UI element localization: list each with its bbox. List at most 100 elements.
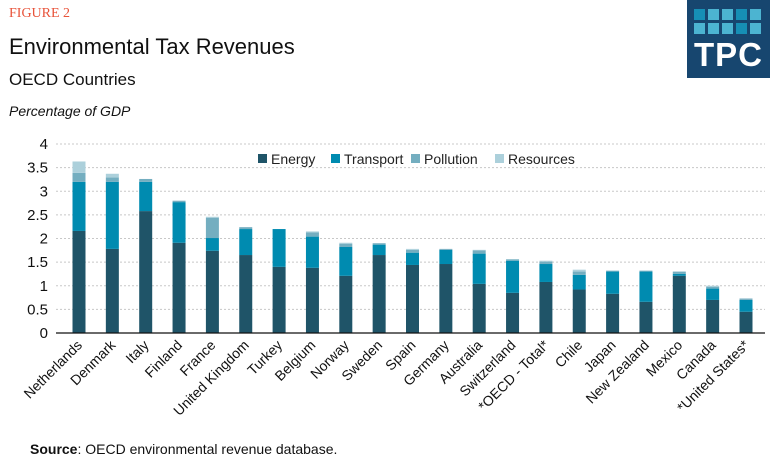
logo-square <box>736 9 747 20</box>
chart-subtitle: OECD Countries <box>9 70 136 89</box>
y-tick-label: 3 <box>40 183 48 200</box>
bar-segment-resources <box>539 260 553 262</box>
logo-square <box>722 23 733 34</box>
bar-segment-pollution <box>339 243 353 248</box>
bar-segment-pollution <box>305 232 319 237</box>
bar-segment-pollution <box>105 177 119 182</box>
bar-segment-transport <box>105 181 119 249</box>
bar-segment-pollution <box>539 261 553 265</box>
bar-segment-energy <box>172 242 186 333</box>
y-tick-label: 1.5 <box>27 254 48 271</box>
source-text: : OECD environmental revenue database. <box>77 441 338 457</box>
bar-segment-energy <box>272 266 286 333</box>
bar-segment-transport <box>506 260 520 293</box>
y-tick-label: 4 <box>40 136 48 153</box>
bar-segment-transport <box>172 202 186 243</box>
y-tick-label: 1 <box>40 278 48 295</box>
bar-segment-resources <box>339 242 353 244</box>
bar-segment-transport <box>439 249 453 265</box>
logo-square <box>750 9 761 20</box>
logo-square <box>694 23 705 34</box>
bar-segment-pollution <box>606 270 620 272</box>
bar-segment-transport <box>739 299 753 312</box>
bar-segment-energy <box>406 264 419 333</box>
bar-segment-pollution <box>439 248 453 250</box>
x-tick-label: Finland <box>141 337 185 381</box>
bar-segment-energy <box>539 281 553 333</box>
bar-segment-transport <box>539 264 553 282</box>
bar-segment-pollution <box>472 250 486 254</box>
x-tick-label: Italy <box>122 337 151 366</box>
bar-segment-transport <box>205 238 219 251</box>
logo-square <box>736 23 747 34</box>
legend-label: Transport <box>344 151 404 167</box>
bar-segment-energy <box>472 283 486 333</box>
bar-segment-energy <box>672 275 686 333</box>
bar-segment-energy <box>506 292 520 333</box>
source-label: Source <box>30 441 78 457</box>
figure-label: FIGURE 2 <box>9 6 71 21</box>
y-tick-label: 2.5 <box>27 207 48 224</box>
legend-swatch-transport <box>331 154 340 163</box>
bar-segment-pollution <box>239 227 253 230</box>
legend-label: Pollution <box>424 151 478 167</box>
bar-segment-resources <box>105 173 119 178</box>
bar-segment-pollution <box>639 270 653 272</box>
bar-segment-energy <box>205 250 219 333</box>
bar-segment-energy <box>572 289 586 333</box>
legend-swatch-pollution <box>411 154 420 163</box>
bar-segment-energy <box>339 275 353 333</box>
y-tick-label: 0 <box>40 325 48 342</box>
bar-segment-transport <box>639 271 653 302</box>
bar-segment-energy <box>305 267 319 333</box>
logo-square <box>722 9 733 20</box>
bar-segment-resources <box>305 231 319 233</box>
bar-segment-pollution <box>672 271 686 274</box>
bar-segment-energy <box>439 264 453 333</box>
source-note: Source: OECD environmental revenue datab… <box>30 441 337 457</box>
bar-segment-transport <box>239 229 253 256</box>
logo-text: TPC <box>694 36 763 73</box>
bar-segment-pollution <box>706 286 720 289</box>
bar-segment-resources <box>706 285 720 287</box>
bar-segment-pollution <box>139 178 153 182</box>
chart-title: Environmental Tax Revenues <box>9 34 295 59</box>
tpc-logo: TPC <box>687 0 770 78</box>
bar-segment-pollution <box>172 200 186 203</box>
y-tick-label: 2 <box>40 231 48 248</box>
bar-segment-pollution <box>739 298 753 300</box>
bar-segment-transport <box>406 252 419 265</box>
bar-segment-resources <box>72 161 86 173</box>
bar-segment-pollution <box>572 271 586 275</box>
bar-segment-pollution <box>72 172 86 182</box>
bar-segment-pollution <box>205 217 219 239</box>
bar-segment-energy <box>706 299 720 333</box>
bar-segment-transport <box>706 288 720 300</box>
bar-segment-pollution <box>372 243 386 245</box>
bar-segment-energy <box>639 301 653 333</box>
y-tick-label: 0.5 <box>27 301 48 318</box>
bar-segment-resources <box>406 248 419 250</box>
bar-segment-transport <box>472 253 486 284</box>
bar-segment-energy <box>239 255 253 333</box>
y-axis-unit: Percentage of GDP <box>9 103 131 119</box>
bar-segment-energy <box>105 248 119 333</box>
bar-segment-transport <box>139 181 153 212</box>
bar-segment-transport <box>339 247 353 276</box>
bar-segment-energy <box>72 230 86 333</box>
legend-label: Resources <box>508 151 575 167</box>
bar-segment-transport <box>72 181 86 231</box>
logo-square <box>708 9 719 20</box>
bar-segment-pollution <box>406 249 419 253</box>
bar-segment-resources <box>205 216 219 218</box>
logo-square <box>694 9 705 20</box>
x-tick-label: Chile <box>551 337 585 371</box>
bar-segment-transport <box>672 273 686 276</box>
logo-square <box>708 23 719 34</box>
legend-swatch-resources <box>495 154 504 163</box>
bar-segment-resources <box>572 269 586 272</box>
bar-segment-energy <box>606 293 620 333</box>
y-tick-label: 3.5 <box>27 160 48 177</box>
bar-segment-transport <box>606 271 620 294</box>
